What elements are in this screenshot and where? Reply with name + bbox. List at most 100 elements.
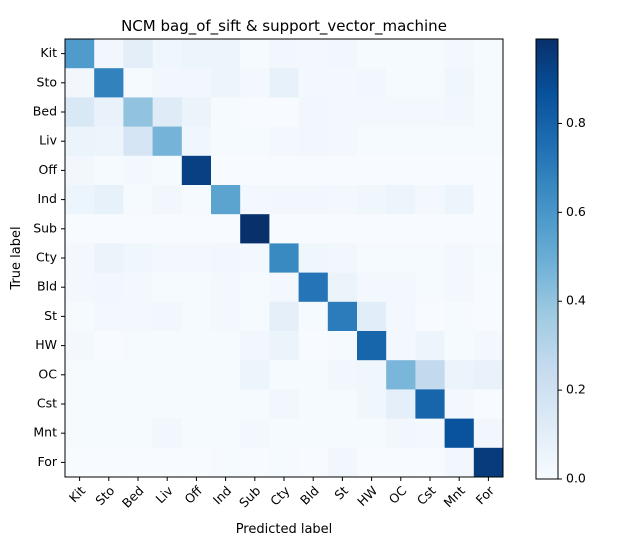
heatmap-cell — [211, 214, 241, 244]
heatmap-cell — [415, 39, 445, 69]
heatmap-cell — [65, 272, 95, 303]
heatmap-cell — [152, 39, 183, 69]
y-tick-label: Liv — [39, 133, 57, 148]
heatmap-cell — [269, 243, 299, 273]
heatmap-cell — [240, 39, 270, 69]
heatmap-cell — [269, 155, 299, 186]
heatmap-cell — [211, 389, 241, 419]
heatmap-cell — [269, 185, 299, 215]
heatmap-cell — [298, 155, 329, 186]
heatmap-cell — [152, 301, 183, 332]
heatmap-cell — [298, 272, 329, 303]
heatmap-cell — [298, 39, 329, 69]
y-tick-label: Off — [39, 162, 58, 177]
heatmap-cell — [123, 272, 153, 303]
heatmap-cell — [152, 126, 183, 157]
heatmap-cell — [473, 272, 504, 303]
y-tick-label: Ind — [37, 191, 57, 206]
heatmap-cell — [327, 243, 358, 273]
heatmap-cell — [65, 214, 95, 244]
heatmap-cell — [240, 185, 270, 215]
heatmap-cell — [181, 418, 212, 449]
colorbar — [535, 38, 559, 480]
heatmap-cell — [327, 301, 358, 332]
heatmap-cell — [123, 301, 153, 332]
heatmap-cell — [94, 68, 124, 98]
x-axis-label: Predicted label — [236, 522, 333, 537]
colorbar-tick-label: 0.0 — [566, 471, 586, 486]
heatmap-cell — [473, 155, 504, 186]
heatmap-cell — [152, 185, 183, 215]
heatmap-cell — [123, 155, 153, 186]
heatmap-cell — [415, 243, 445, 273]
heatmap-cell — [357, 97, 387, 127]
heatmap-cell — [181, 214, 212, 244]
heatmap-cell — [181, 155, 212, 186]
heatmap-cell — [152, 155, 183, 186]
heatmap-cell — [240, 68, 270, 98]
heatmap-cell — [298, 214, 329, 244]
y-tick-label: For — [37, 454, 57, 469]
heatmap-cell — [211, 360, 241, 390]
heatmap-cell — [181, 68, 212, 98]
heatmap-cell — [123, 331, 153, 361]
heatmap-cell — [181, 126, 212, 157]
heatmap-cell — [357, 360, 387, 390]
heatmap-cell — [415, 126, 445, 157]
heatmap-cell — [386, 360, 416, 390]
heatmap-cell — [94, 447, 124, 478]
heatmap-cell — [94, 360, 124, 390]
heatmap-cell — [298, 360, 329, 390]
heatmap-cell — [123, 418, 153, 449]
heatmap-cell — [327, 97, 358, 127]
heatmap-cell — [269, 272, 299, 303]
heatmap-cell — [444, 331, 475, 361]
y-tick-label: Sub — [33, 220, 57, 235]
heatmap-cell — [123, 214, 153, 244]
heatmap-cell — [65, 331, 95, 361]
heatmap-cell — [65, 301, 95, 332]
heatmap-cell — [473, 97, 504, 127]
heatmap-cell — [181, 389, 212, 419]
heatmap-cell — [386, 155, 416, 186]
heatmap-cell — [327, 272, 358, 303]
heatmap-cell — [240, 360, 270, 390]
heatmap-cell — [357, 418, 387, 449]
heatmap-cell — [415, 97, 445, 127]
heatmap-cell — [386, 97, 416, 127]
heatmap-cell — [65, 97, 95, 127]
heatmap-cell — [327, 389, 358, 419]
heatmap-cell — [386, 389, 416, 419]
heatmap-cell — [269, 418, 299, 449]
heatmap-cell — [327, 185, 358, 215]
heatmap-cell — [386, 301, 416, 332]
heatmap-cell — [269, 389, 299, 419]
heatmap-cell — [181, 360, 212, 390]
heatmap-cell — [240, 272, 270, 303]
heatmap-cell — [386, 185, 416, 215]
heatmap-cell — [444, 155, 475, 186]
heatmap-cell — [94, 97, 124, 127]
heatmap-cell — [444, 418, 475, 449]
heatmap-cell — [152, 331, 183, 361]
heatmap-cell — [386, 272, 416, 303]
heatmap-cell — [386, 214, 416, 244]
heatmap-cell — [65, 39, 95, 69]
heatmap-cell — [123, 97, 153, 127]
heatmap-cell — [415, 185, 445, 215]
colorbar-ticks: 0.0 0.2 0.4 0.6 0.8 — [558, 115, 586, 486]
heatmap-cell — [181, 301, 212, 332]
heatmap-cell — [269, 447, 299, 478]
heatmap-cell — [152, 243, 183, 273]
heatmap-cell — [211, 243, 241, 273]
heatmap-cell — [240, 331, 270, 361]
y-tick-label: Kit — [40, 45, 57, 60]
heatmap-cell — [152, 68, 183, 98]
heatmap-cell — [181, 272, 212, 303]
heatmap-cell — [473, 39, 504, 69]
heatmap-cell — [94, 418, 124, 449]
heatmap-cell — [123, 126, 153, 157]
heatmap-cell — [444, 389, 475, 419]
heatmap-cell — [269, 39, 299, 69]
